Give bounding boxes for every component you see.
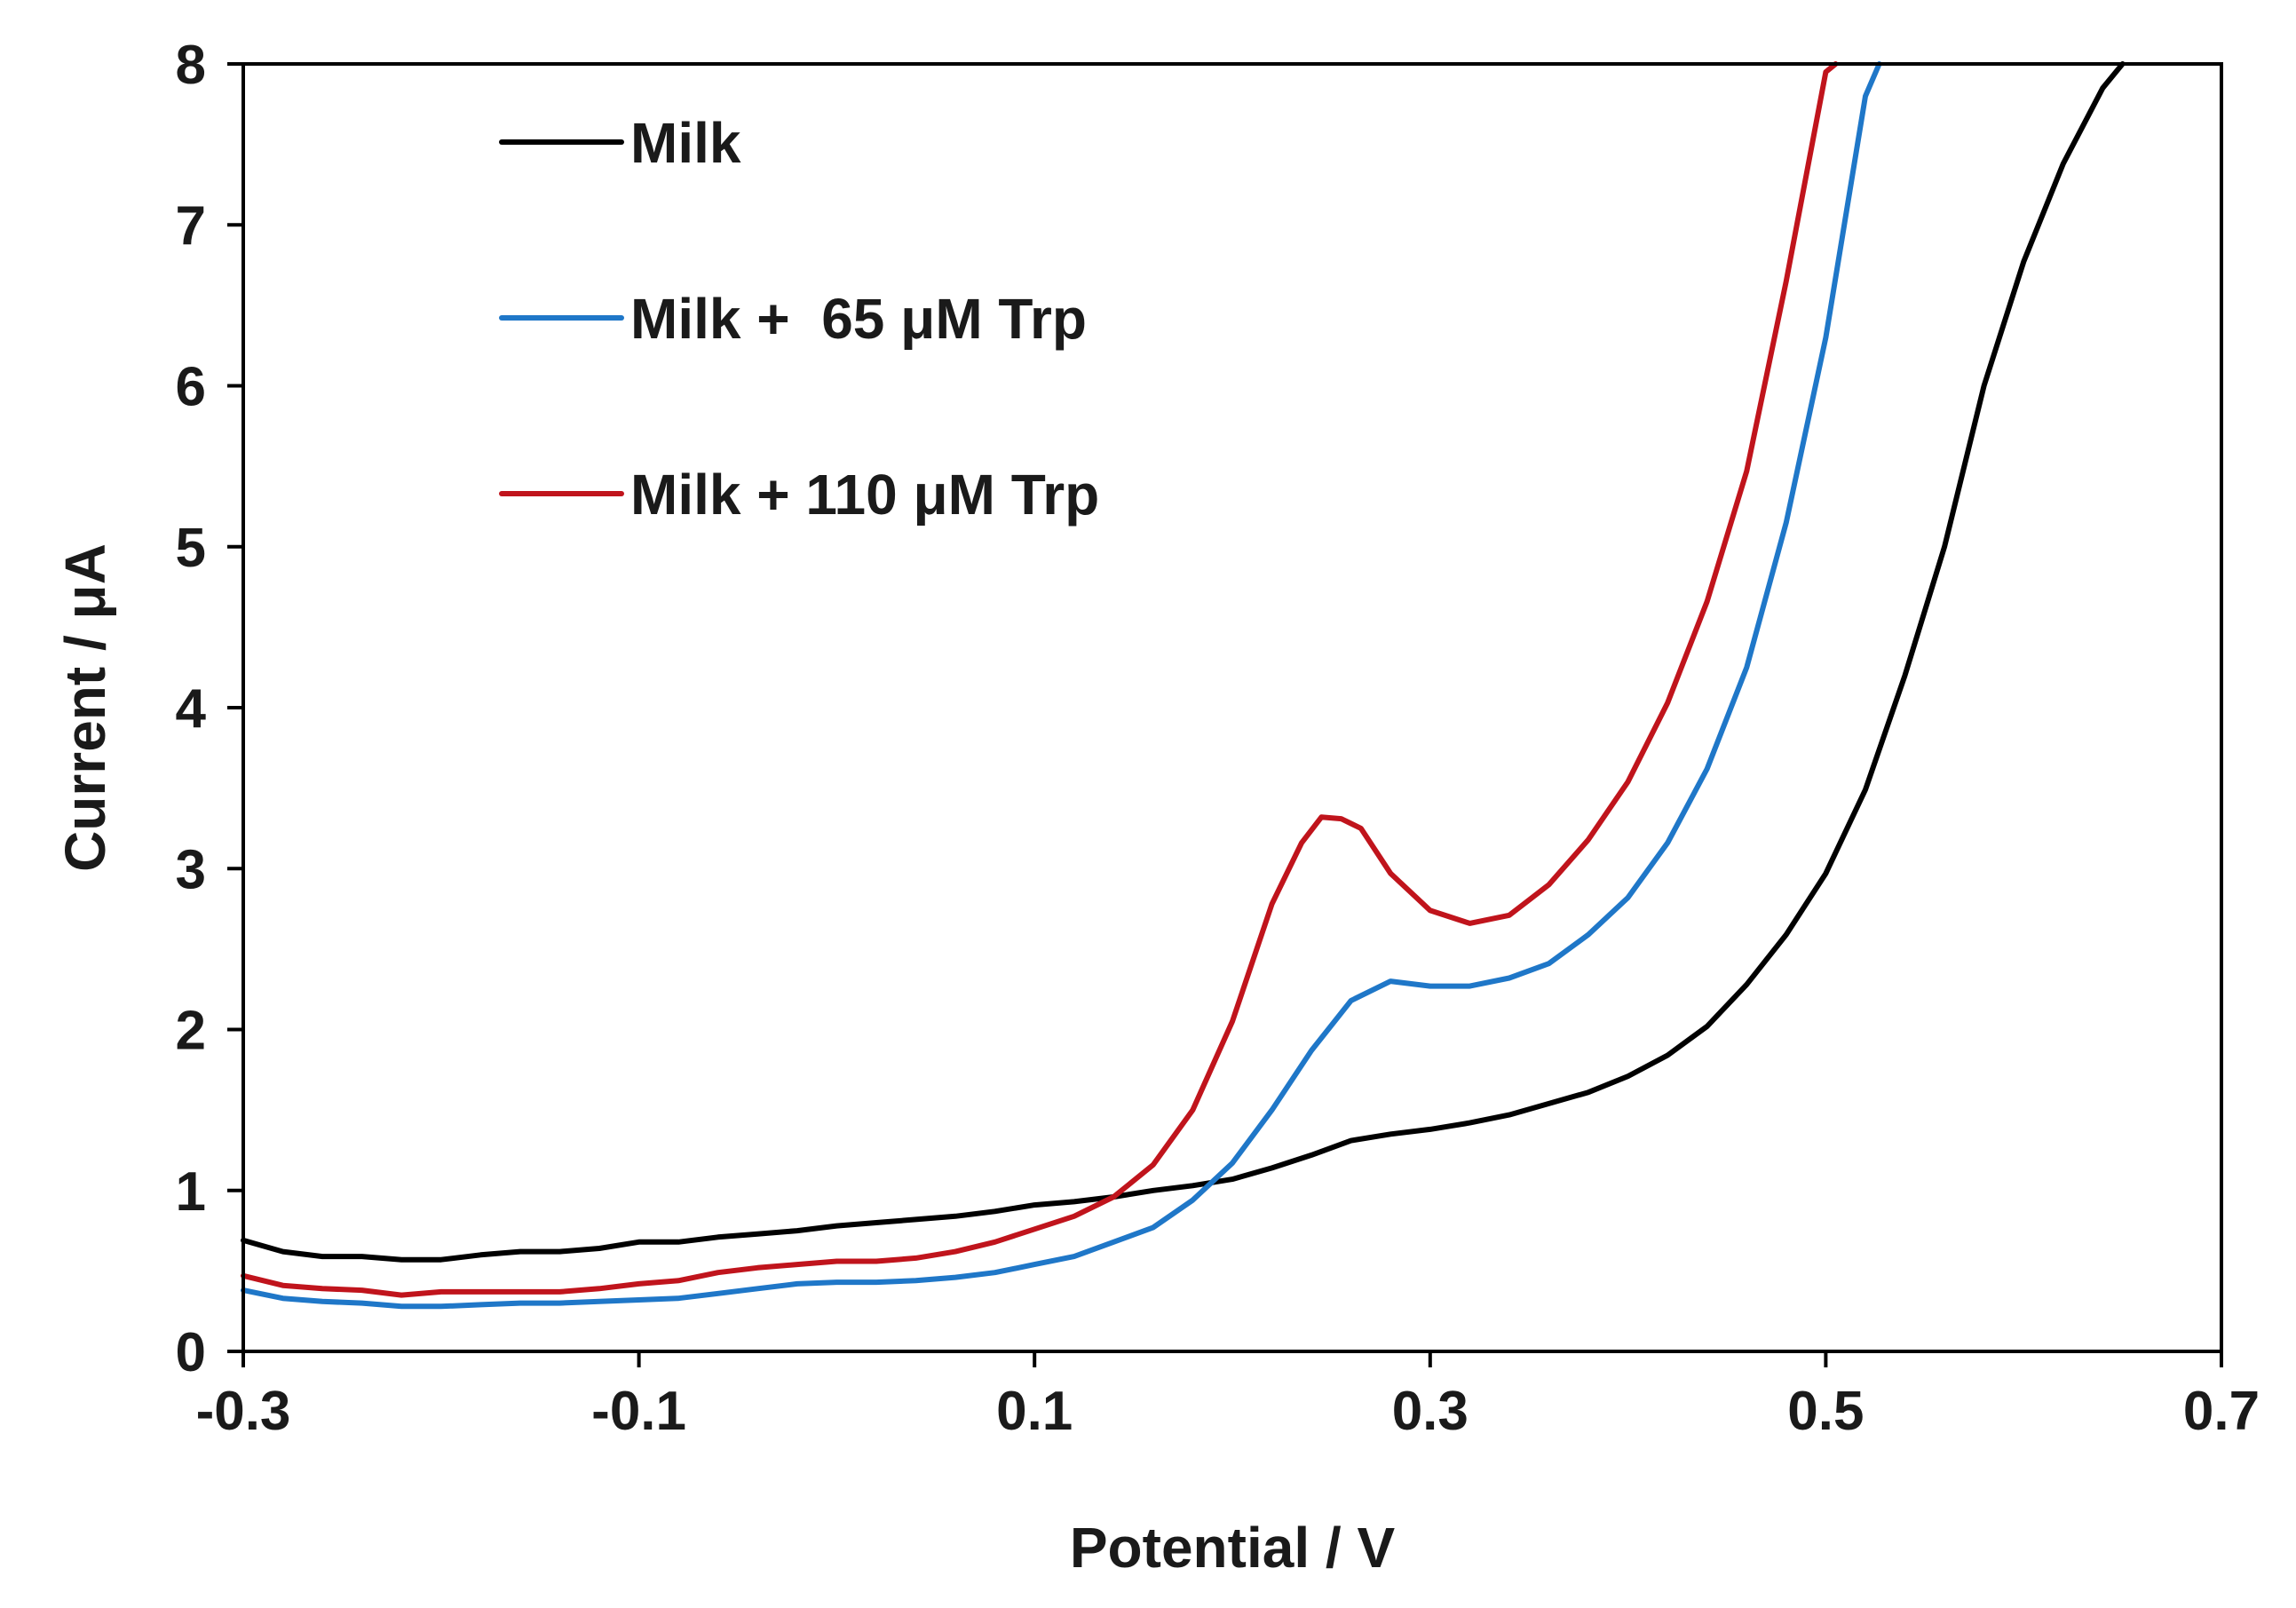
- y-tick-label: 4: [176, 678, 207, 740]
- series-line-0: [241, 61, 2126, 1263]
- plot-frame: [241, 62, 2223, 1353]
- legend-label-0: Milk: [630, 111, 741, 175]
- y-tick-label: 5: [176, 518, 206, 579]
- y-axis-ticks: 0 1 2 3 4 5 6 7 8: [176, 35, 243, 1383]
- x-axis-ticks: -0.3 -0.1 0.1 0.3 0.5 0.7: [196, 1351, 2260, 1442]
- x-tick-label: 0.1: [996, 1381, 1073, 1442]
- y-tick-label: 0: [176, 1322, 206, 1383]
- series-line-2: [241, 61, 1839, 1298]
- x-tick-label: -0.1: [591, 1381, 686, 1442]
- legend-label-2: Milk + 110 μM Trp: [630, 463, 1099, 527]
- y-tick-label: 1: [176, 1161, 206, 1223]
- y-tick-label: 7: [176, 195, 206, 257]
- legend: Milk Milk + 65 μM Trp Milk + 110 μM Trp: [499, 111, 1099, 527]
- y-axis-title: Current / μA: [53, 543, 117, 872]
- plot-marks: [241, 61, 2126, 1310]
- legend-label-1: Milk + 65 μM Trp: [630, 287, 1087, 351]
- y-tick-label: 8: [176, 35, 206, 96]
- x-tick-label: -0.3: [196, 1381, 291, 1442]
- y-tick-label: 6: [176, 357, 206, 418]
- x-tick-label: 0.7: [2183, 1381, 2260, 1442]
- y-tick-label: 2: [176, 1001, 206, 1062]
- x-tick-label: 0.5: [1787, 1381, 1864, 1442]
- series-line-1: [241, 61, 1882, 1310]
- y-tick-label: 3: [176, 839, 206, 900]
- x-tick-label: 0.3: [1392, 1381, 1469, 1442]
- x-axis-title: Potential / V: [1070, 1516, 1396, 1580]
